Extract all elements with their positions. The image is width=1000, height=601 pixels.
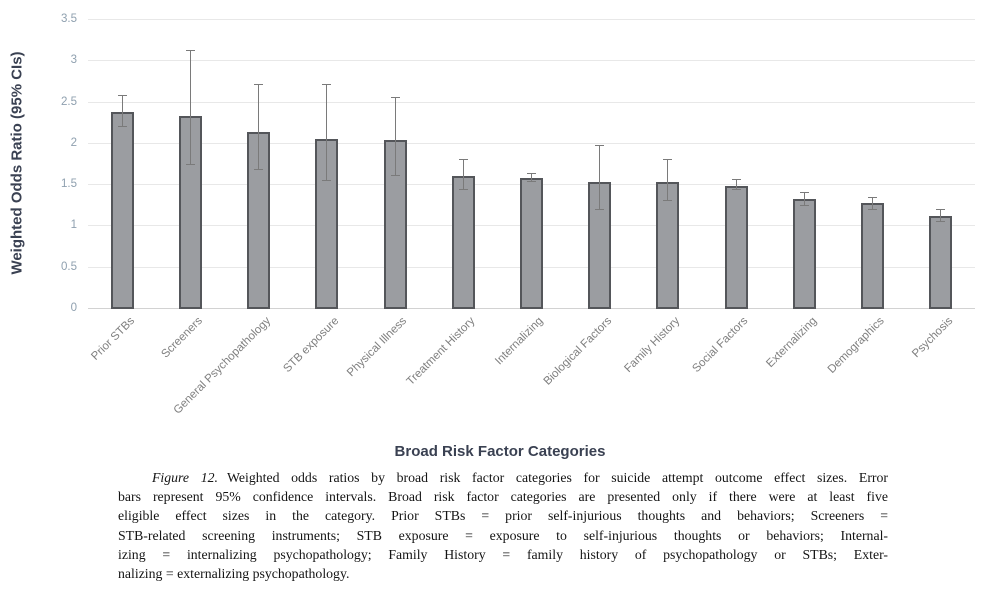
x-category-label-text: Prior STBs bbox=[88, 315, 137, 363]
x-category-label-text: Internalizing bbox=[493, 315, 546, 368]
caption-line: Figure 12. Weighted odds ratios by broad … bbox=[118, 468, 888, 487]
bar bbox=[520, 178, 543, 309]
caption-line: STB-related screening instruments; STB e… bbox=[118, 527, 888, 543]
error-bar-cap-top bbox=[117, 94, 127, 96]
error-bar bbox=[731, 179, 741, 190]
y-tick-label: 3 bbox=[70, 54, 77, 67]
error-bar-cap-top bbox=[868, 196, 878, 198]
error-bar-cap-bottom bbox=[868, 208, 878, 210]
error-bar-cap-top bbox=[254, 84, 264, 86]
error-bar-cap-bottom bbox=[731, 188, 741, 190]
caption-line: nalizing = externalizing psychopathology… bbox=[118, 565, 350, 581]
y-tick-label: 3.5 bbox=[61, 13, 77, 25]
bar bbox=[861, 203, 885, 309]
error-bar-cap-top bbox=[799, 192, 809, 194]
bar-chart: Weighted Odds Ratio (95% CIs) 3.5 3 2.5 2 1.… bbox=[8, 13, 975, 460]
error-bar-cap-bottom bbox=[527, 180, 536, 182]
x-category-label-text: Treatment History bbox=[404, 315, 478, 388]
x-category-label-text: Social Factors bbox=[690, 315, 751, 376]
error-bar bbox=[663, 158, 673, 202]
gridline bbox=[88, 101, 975, 103]
x-axis-title: Broad Risk Factor Categories bbox=[394, 443, 606, 460]
figure-caption: Figure 12. Weighted odds ratios by broad … bbox=[118, 468, 888, 583]
x-category-label-text: Externalizing bbox=[763, 315, 819, 371]
bar bbox=[656, 182, 680, 309]
error-bar-cap-top bbox=[458, 158, 468, 160]
error-bar bbox=[595, 145, 605, 210]
error-bar bbox=[868, 196, 878, 210]
bar bbox=[110, 112, 134, 309]
x-category-label-text: Family History bbox=[622, 315, 683, 375]
bar bbox=[724, 185, 748, 309]
error-bar-cap-top bbox=[322, 84, 332, 86]
x-category-label-text: Psychosis bbox=[910, 315, 956, 361]
error-bar-cap-top bbox=[595, 145, 605, 147]
x-category-label-text: Physical Illness bbox=[345, 315, 410, 380]
error-bar bbox=[185, 49, 195, 166]
y-tick-label: 0.5 bbox=[61, 260, 77, 273]
caption-line: izing = internalizing psychopathology; F… bbox=[118, 546, 888, 562]
caption-line: eligible effect sizes in the category. P… bbox=[118, 508, 888, 524]
error-bar-cap-top bbox=[663, 158, 673, 160]
x-category-label-text: STB exposure bbox=[281, 315, 342, 376]
error-bar-cap-bottom bbox=[254, 169, 264, 171]
caption-line: bars represent 95% confidence intervals.… bbox=[118, 489, 888, 505]
x-category-label-text: Demographics bbox=[826, 315, 888, 376]
error-bar bbox=[117, 94, 127, 128]
error-bar bbox=[458, 158, 468, 190]
error-bar bbox=[799, 192, 809, 206]
error-bar-cap-top bbox=[527, 173, 536, 175]
y-tick-label: 1 bbox=[70, 219, 77, 232]
error-bar-cap-bottom bbox=[322, 179, 332, 181]
error-bar bbox=[322, 84, 332, 181]
y-axis-title: Weighted Odds Ratio (95% CIs) bbox=[8, 51, 26, 275]
error-bar-cap-bottom bbox=[117, 126, 127, 128]
error-bar-cap-top bbox=[185, 49, 195, 51]
y-tick-label: 1.5 bbox=[61, 178, 77, 191]
error-bar-cap-bottom bbox=[185, 164, 195, 166]
bar bbox=[929, 215, 953, 309]
error-bar-cap-bottom bbox=[390, 174, 400, 176]
error-bar bbox=[390, 97, 400, 176]
error-bar-cap-bottom bbox=[936, 221, 946, 223]
caption-text: Weighted odds ratios by broad risk facto… bbox=[226, 470, 888, 485]
error-bar bbox=[527, 173, 536, 182]
x-category-label-text: Biological Factors bbox=[541, 315, 615, 388]
error-bar-cap-bottom bbox=[458, 188, 468, 190]
error-bar-cap-bottom bbox=[799, 204, 809, 206]
x-category-label-text: Screeners bbox=[159, 315, 205, 361]
gridline bbox=[88, 19, 975, 20]
gridline bbox=[88, 60, 975, 62]
error-bar bbox=[936, 208, 946, 223]
error-bar-cap-top bbox=[390, 97, 400, 99]
error-bar-cap-top bbox=[936, 208, 946, 210]
y-tick-label: 2.5 bbox=[61, 95, 77, 108]
caption-figure-label: Figure 12. bbox=[152, 470, 218, 485]
y-tick-label: 0 bbox=[70, 302, 77, 314]
gridline bbox=[88, 142, 975, 144]
error-bar-cap-bottom bbox=[663, 200, 673, 202]
error-bar bbox=[254, 84, 264, 171]
y-tick-label: 2 bbox=[70, 136, 77, 149]
bar bbox=[792, 199, 816, 309]
error-bar-cap-bottom bbox=[595, 208, 605, 210]
error-bar-cap-top bbox=[731, 179, 741, 181]
bar bbox=[451, 175, 475, 309]
